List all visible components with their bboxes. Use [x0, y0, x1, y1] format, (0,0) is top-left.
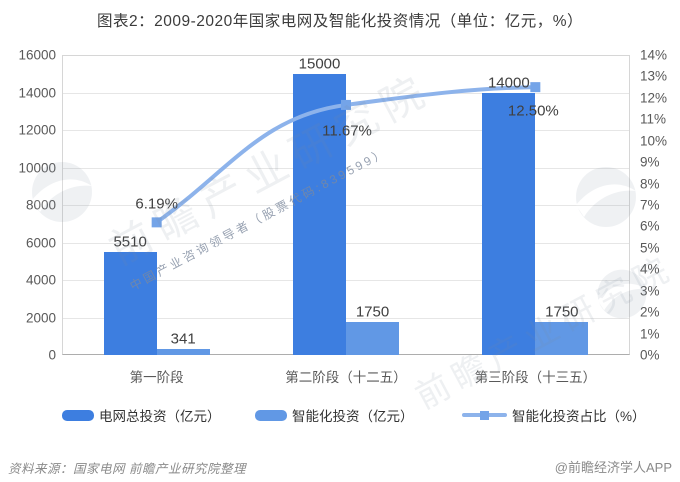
gridline — [63, 242, 629, 244]
bar-value-label: 14000 — [487, 74, 530, 91]
x-axis-label: 第一阶段 — [129, 370, 184, 385]
y-axis-right-tick-label: 5% — [640, 240, 660, 256]
line-path — [154, 85, 538, 225]
gridline — [63, 92, 629, 94]
y-axis-right-tick-label: 6% — [640, 218, 660, 234]
line-point-label: 12.50% — [507, 102, 559, 120]
legend-item-2: 智能化投资（亿元） — [255, 406, 414, 424]
gridline — [63, 167, 629, 169]
legend-item-1: 电网总投资（亿元） — [62, 406, 221, 424]
y-axis-right-tick-label: 10% — [640, 133, 668, 149]
y-axis-left-tick-label: 2000 — [25, 310, 56, 325]
x-axis-label: 第三阶段（十三五） — [474, 370, 597, 385]
y-axis-right-tick-label: 8% — [640, 176, 660, 192]
y-axis-right-tick-label: 13% — [640, 68, 668, 84]
gridline — [63, 280, 629, 281]
source-note: 资料来源：国家电网 前瞻产业研究院整理 — [8, 462, 246, 476]
bar-value-label: 341 — [170, 330, 196, 348]
chart-title: 图表2：2009-2020年国家电网及智能化投资情况（单位：亿元，%） — [96, 13, 584, 30]
y-axis-right-tick-label: 12% — [640, 90, 668, 106]
y-axis-left-tick-label: 14000 — [18, 85, 56, 100]
y-axis-right-tick-label: 9% — [640, 154, 660, 170]
y-axis-left-tick-label: 8000 — [25, 197, 56, 213]
x-axis-label: 第二阶段（十二五） — [285, 370, 407, 385]
legend-line-glyph — [462, 407, 507, 423]
legend-swatch — [62, 409, 94, 421]
bar-smart-investment — [535, 322, 589, 355]
legend-label: 智能化投资（亿元） — [292, 409, 414, 424]
credit-note: @前瞻经济学人APP — [554, 460, 672, 475]
line-point-label: 11.67% — [322, 122, 372, 140]
bar-grid-investment — [482, 92, 536, 355]
bar-value-label: 1750 — [545, 303, 579, 321]
y-axis-right-tick-label: 1% — [640, 326, 660, 342]
y-axis-right-tick-label: 7% — [640, 197, 660, 213]
legend-swatch — [255, 409, 287, 421]
y-axis-left-tick-label: 6000 — [25, 235, 56, 250]
gridline — [63, 317, 629, 319]
legend-label: 电网总投资（亿元） — [99, 409, 221, 424]
legend-line-marker — [480, 410, 489, 420]
line-marker — [151, 217, 162, 228]
y-axis-right-tick-label: 4% — [640, 261, 660, 277]
legend-label: 智能化投资占比（%） — [512, 409, 646, 424]
bar-value-label: 5510 — [113, 233, 147, 251]
legend-item-3: 智能化投资占比（%） — [462, 406, 646, 424]
bar-smart-investment — [156, 348, 210, 355]
y-axis-right-tick-label: 3% — [640, 283, 660, 299]
line-marker — [530, 82, 541, 93]
line-point-label: 6.19% — [135, 195, 178, 213]
y-axis-right-tick-label: 11% — [640, 111, 667, 127]
bar-grid-investment — [293, 73, 346, 355]
bar-value-label: 15000 — [298, 55, 341, 73]
y-axis-right-tick-label: 0% — [640, 347, 660, 363]
y-axis-left-tick-label: 0 — [48, 347, 56, 363]
y-axis-left-tick-label: 10000 — [18, 160, 56, 175]
y-axis-right-tick-label: 2% — [640, 304, 660, 320]
bar-grid-investment — [103, 251, 157, 355]
bar-smart-investment — [346, 322, 399, 355]
y-axis-left-tick-label: 4000 — [25, 272, 56, 288]
bar-value-label: 1750 — [355, 303, 390, 321]
y-axis-left-tick-label: 12000 — [18, 122, 56, 138]
y-axis-right-tick-label: 14% — [640, 47, 668, 63]
y-axis-left-tick-label: 16000 — [18, 47, 56, 63]
